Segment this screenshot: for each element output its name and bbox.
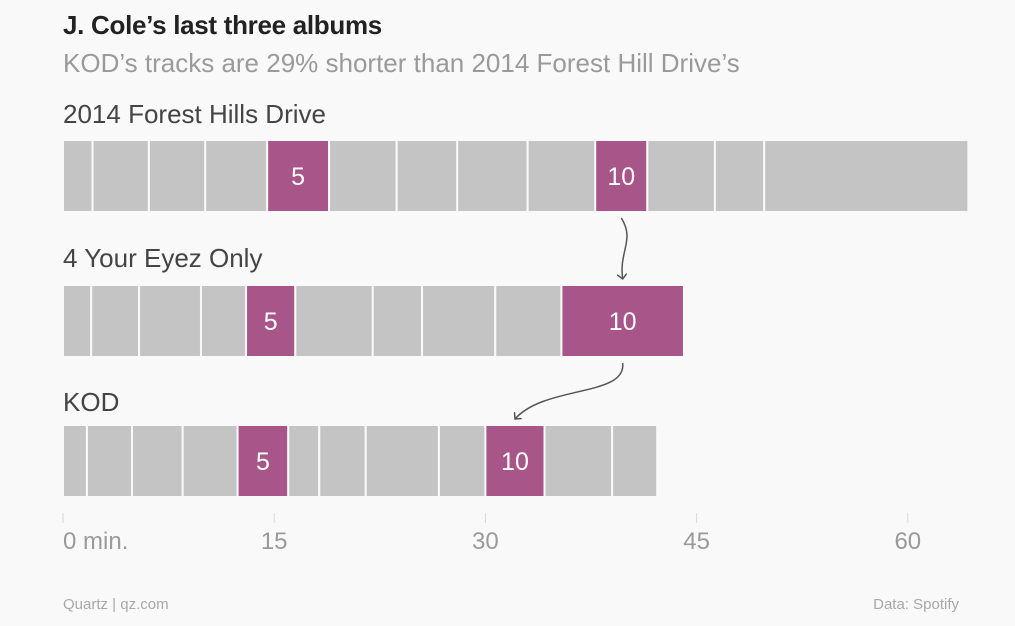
album-label-kod: KOD (63, 387, 120, 417)
track-number-label: 10 (607, 163, 635, 191)
chart-subtitle: KOD’s tracks are 29% shorter than 2014 F… (63, 48, 740, 78)
track-segment (328, 139, 398, 213)
track-segment (62, 284, 93, 358)
track-segment (646, 139, 716, 213)
track-number-label: 5 (264, 308, 278, 336)
album-label-forest-hills-drive: 2014 Forest Hills Drive (63, 99, 326, 129)
track-segment (294, 284, 374, 358)
track-segment (456, 139, 529, 213)
album-label-4-your-eyez-only: 4 Your Eyez Only (63, 243, 263, 273)
track-segment (611, 424, 659, 498)
track-segment (181, 424, 239, 498)
track-segment (543, 424, 614, 498)
track-segment (90, 284, 141, 358)
track-segment (421, 284, 497, 358)
track-segment (130, 424, 184, 498)
track-segment (594, 139, 649, 213)
track-number-label: 5 (256, 448, 270, 476)
track-segment (371, 284, 424, 358)
track-segment (437, 424, 487, 498)
track-segment (318, 424, 367, 498)
x-tick-label: 45 (683, 528, 710, 555)
track-segment (763, 139, 970, 213)
data-source: Data: Spotify (873, 596, 959, 613)
x-tick-label: 15 (260, 528, 288, 555)
track-number-label: 10 (501, 448, 529, 476)
track-segment (62, 424, 88, 498)
x-tick-label: 30 (472, 528, 499, 555)
track-segment (91, 139, 150, 213)
track-segment (147, 139, 207, 213)
track-segment (560, 284, 685, 358)
track-number-label: 10 (609, 308, 637, 336)
track-segment (526, 139, 597, 213)
track-segment (199, 284, 248, 358)
track-connector-arrow (515, 362, 624, 419)
x-tick-label: 60 (894, 528, 922, 555)
track-segment (395, 139, 459, 213)
track-segment (204, 139, 269, 213)
track-segment (364, 424, 440, 498)
track-segment (138, 284, 202, 358)
track-segment (245, 284, 297, 358)
track-segment (494, 284, 563, 358)
track-segment (484, 424, 546, 498)
track-number-label: 5 (291, 163, 305, 191)
track-segment (266, 139, 331, 213)
track-connector-arrow (621, 217, 628, 279)
x-tick-label: 0 min. (63, 528, 129, 555)
source-credit: Quartz | qz.com (63, 596, 169, 613)
track-segment (62, 139, 94, 213)
track-segment (85, 424, 133, 498)
chart-title: J. Cole’s last three albums (63, 10, 382, 40)
track-segment (713, 139, 766, 213)
track-segment (287, 424, 321, 498)
